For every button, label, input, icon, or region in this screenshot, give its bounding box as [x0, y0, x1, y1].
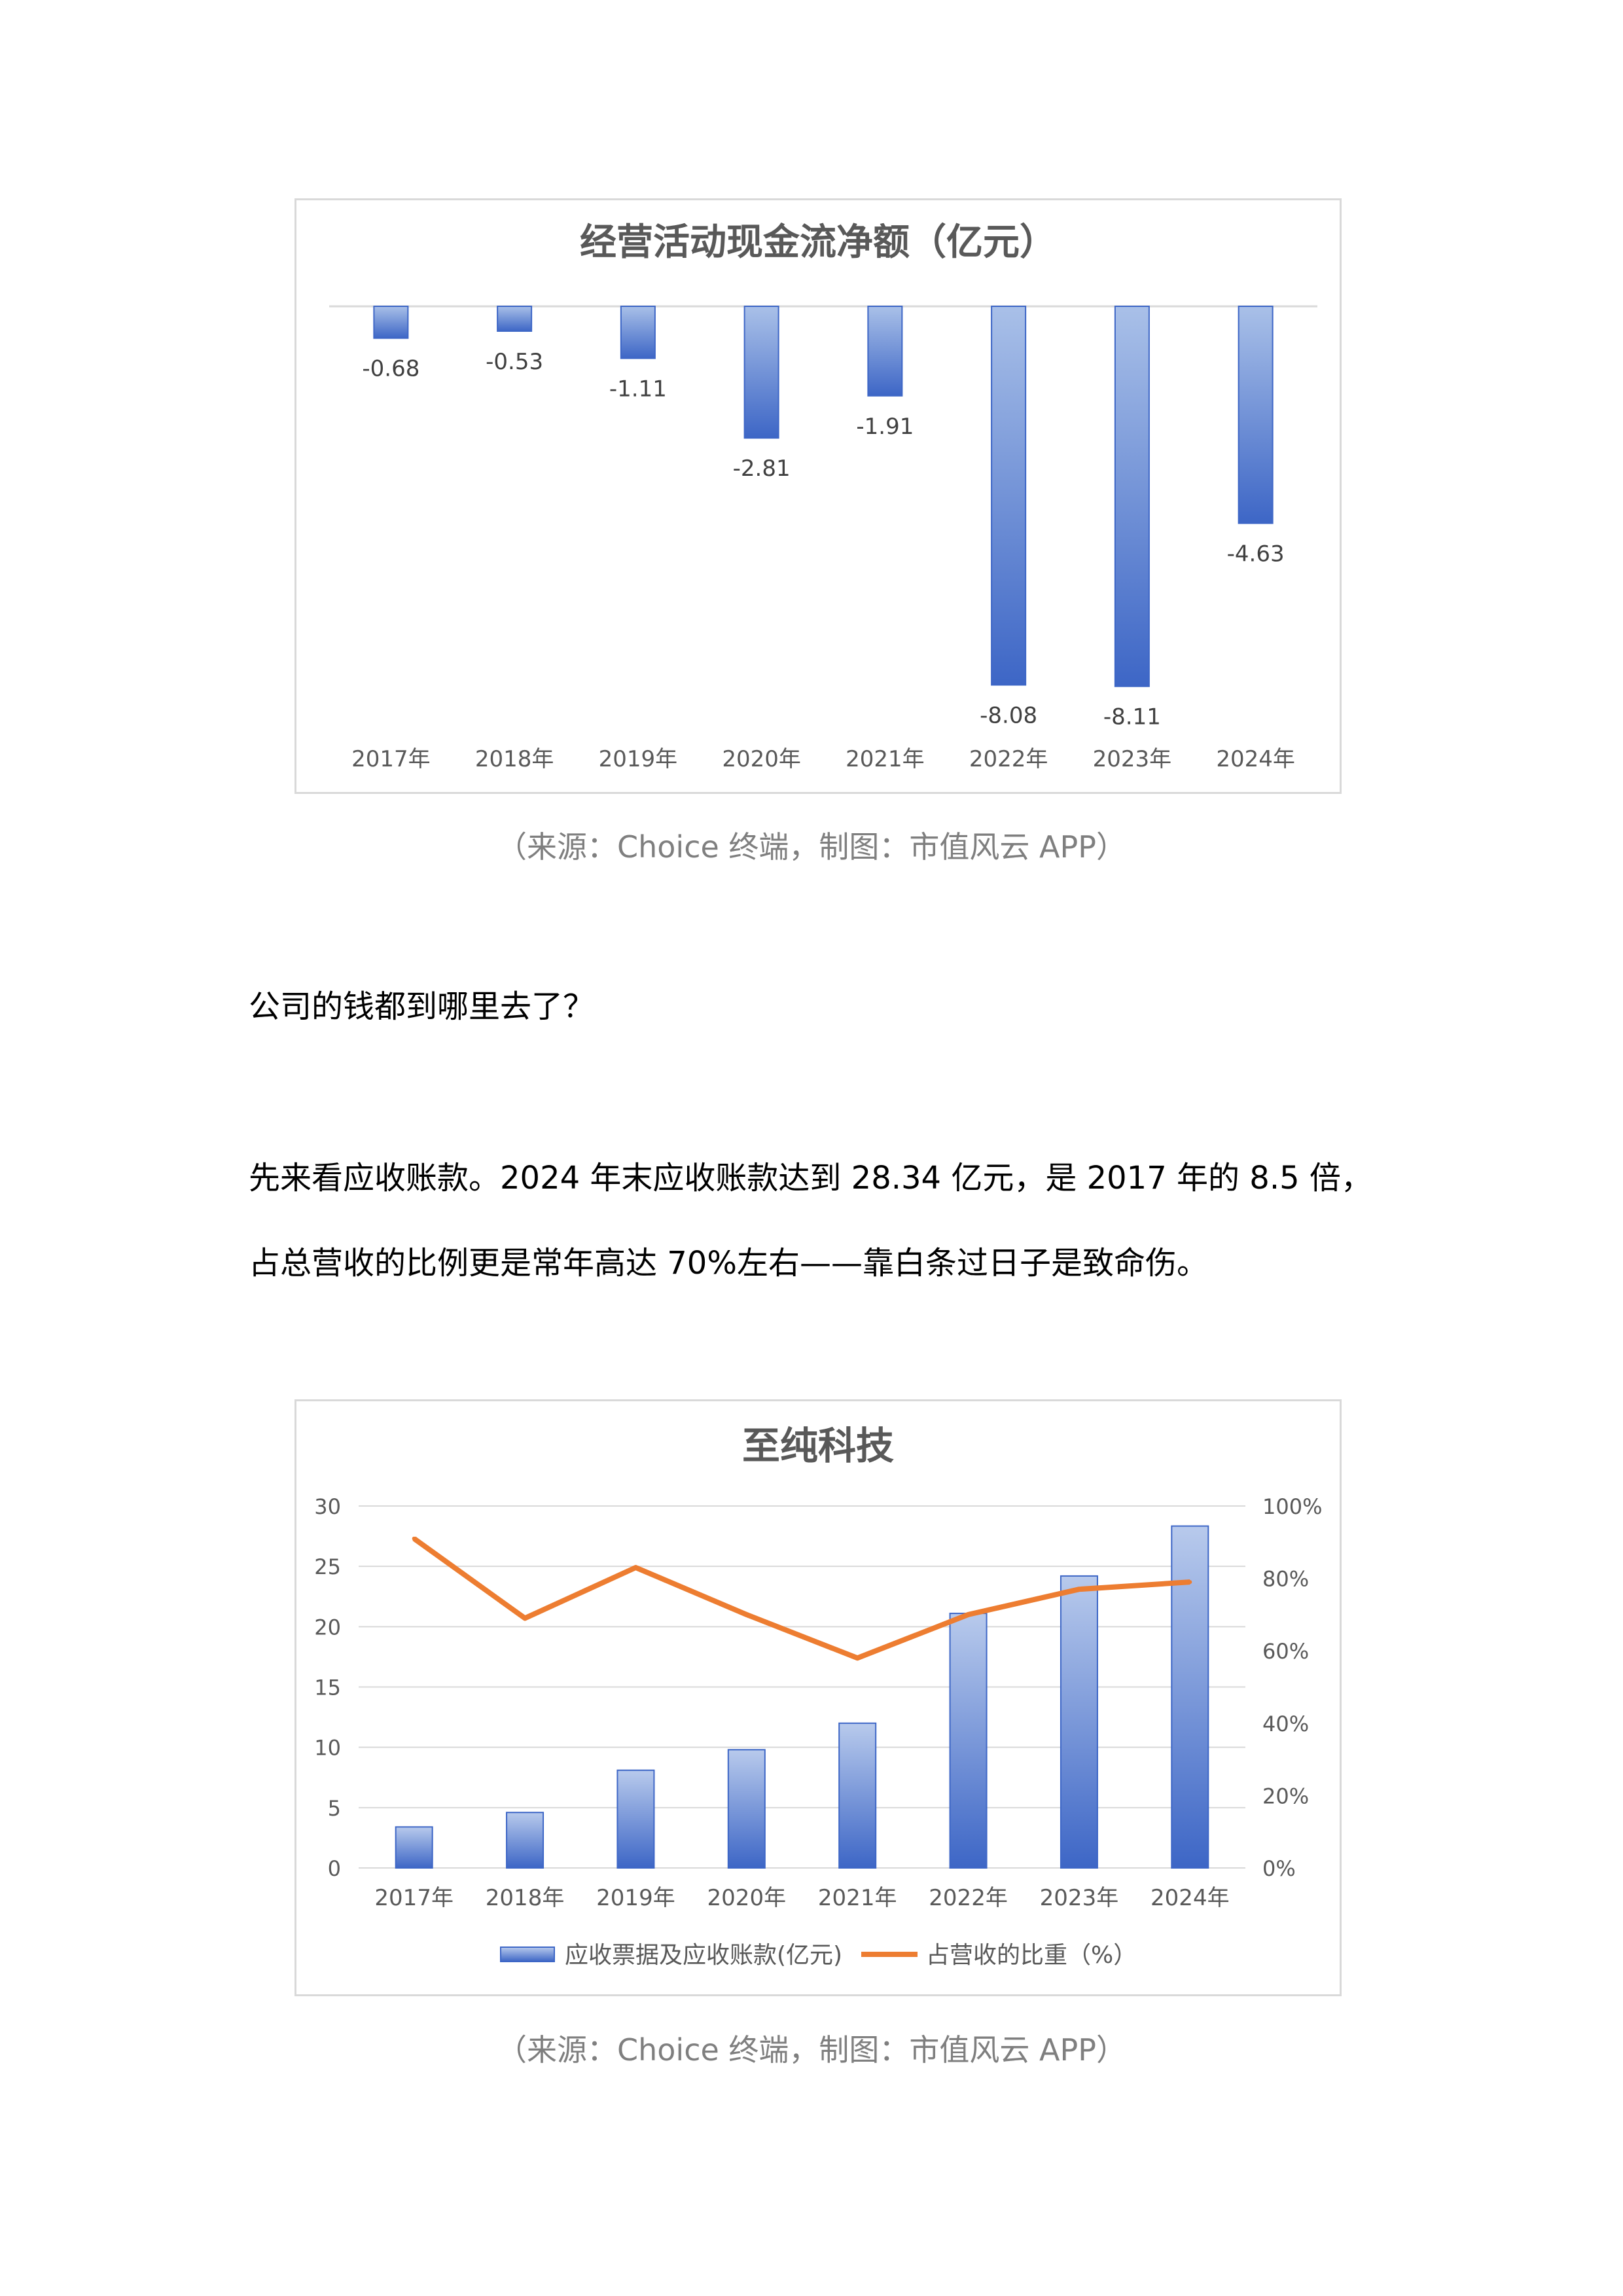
data-label-4: -1.91: [856, 414, 914, 440]
ratio-line: [412, 1536, 1190, 1661]
cashflow-chart-svg: 经营活动现金流净额（亿元） -0.68 -0.53 -1.11 -2.81 -1.91 -…: [329, 221, 1317, 772]
x-tick-label-6: 2023年: [1040, 1885, 1119, 1911]
data-label-0: -0.68: [362, 356, 419, 382]
line-point-2: [633, 1566, 638, 1570]
line-point-3: [744, 1612, 749, 1617]
x-tick-label-5: 2022年: [969, 746, 1048, 772]
line-point-6: [1077, 1587, 1081, 1592]
data-label-1: -0.53: [486, 349, 543, 375]
legend-line-label: 占营收的比重（%）: [926, 1942, 1137, 1969]
cashflow-chart: 经营活动现金流净额（亿元） -0.68 -0.53 -1.11 -2.81 -1.91 -…: [294, 198, 1342, 794]
bar-3: [727, 1749, 766, 1869]
x-tick-label-1: 2018年: [486, 1885, 565, 1911]
x-tick-label-2: 2019年: [596, 1885, 675, 1911]
line-point-5: [966, 1612, 971, 1617]
x-tick-label-4: 2021年: [846, 746, 925, 772]
x-tick-label-2: 2019年: [599, 746, 678, 772]
x-tick-label-3: 2020年: [707, 1885, 787, 1911]
bar-0: [373, 306, 409, 339]
receivables-chart: 至纯科技 0 5 10 15 20 25 30 0% 20% 40% 60% 80% 100% 201…: [294, 1399, 1342, 1996]
y-right-tick-1: 20%: [1262, 1784, 1309, 1808]
bar-7: [1238, 306, 1274, 524]
line-point-0: [412, 1536, 416, 1541]
bar-2: [620, 306, 656, 359]
paragraph-line-2: 占总营收的比例更是常年高达 70%左右——靠白条过日子是致命伤。: [249, 1245, 1208, 1282]
paragraph-line-1: 先来看应收账款。2024 年末应收账款达到 28.34 亿元，是 2017 年的…: [249, 1160, 1372, 1196]
bar-4: [838, 1722, 877, 1869]
data-label-5: -8.08: [980, 703, 1037, 729]
bar-3: [743, 306, 779, 439]
bar-2: [616, 1769, 655, 1869]
x-tick-label-0: 2017年: [351, 746, 431, 772]
x-tick-label-7: 2024年: [1150, 1885, 1230, 1911]
x-tick-label-6: 2023年: [1093, 746, 1172, 772]
y-right-tick-5: 100%: [1262, 1494, 1322, 1519]
bar-0: [395, 1826, 433, 1869]
chart-legend: 应收票据及应收账款(亿元) 占营收的比重（%）: [500, 1942, 1137, 1969]
line-point-1: [523, 1616, 527, 1621]
bar-6: [1114, 306, 1150, 687]
x-tick-label-1: 2018年: [475, 746, 554, 772]
receivables-chart-svg: 至纯科技 0 5 10 15 20 25 30 0% 20% 40% 60% 80% 100% 201…: [314, 1424, 1322, 1969]
data-label-7: -4.63: [1227, 541, 1285, 567]
y-left-tick-5: 25: [314, 1554, 341, 1579]
legend-bar-label: 应收票据及应收账款(亿元): [565, 1942, 842, 1969]
x-tick-label-5: 2022年: [929, 1885, 1008, 1911]
chart-title: 至纯科技: [742, 1424, 894, 1468]
x-tick-label-3: 2020年: [722, 746, 801, 772]
y-right-tick-2: 40%: [1262, 1712, 1309, 1736]
data-label-3: -2.81: [733, 456, 791, 482]
bar-6: [1060, 1575, 1098, 1869]
bar-1: [497, 306, 533, 332]
data-label-6: -8.11: [1103, 704, 1161, 730]
source-caption-1: （来源：Choice 终端，制图：市值风云 APP）: [497, 829, 1126, 865]
legend-bar-swatch: [500, 1946, 555, 1962]
y-left-tick-3: 15: [314, 1676, 341, 1700]
bar-5: [949, 1613, 988, 1869]
bar-5: [991, 306, 1027, 686]
chart-title: 经营活动现金流净额（亿元）: [580, 221, 1056, 264]
x-tick-label-7: 2024年: [1216, 746, 1295, 772]
x-tick-label-4: 2021年: [818, 1885, 897, 1911]
y-right-tick-0: 0%: [1262, 1856, 1296, 1881]
line-point-7: [1188, 1580, 1192, 1585]
y-right-tick-4: 80%: [1262, 1567, 1309, 1592]
y-left-tick-4: 20: [314, 1615, 341, 1640]
y-left-tick-1: 5: [328, 1796, 341, 1821]
bar-7: [1171, 1525, 1209, 1869]
y-left-tick-0: 0: [328, 1856, 341, 1881]
x-tick-label-0: 2017年: [374, 1885, 454, 1911]
y-left-tick-6: 30: [314, 1494, 341, 1519]
line-point-4: [855, 1656, 860, 1660]
source-caption-2: （来源：Choice 终端，制图：市值风云 APP）: [497, 2032, 1126, 2068]
y-left-tick-2: 10: [314, 1736, 341, 1761]
data-label-2: -1.11: [609, 376, 667, 402]
y-right-tick-3: 60%: [1262, 1639, 1309, 1664]
bar-1: [506, 1812, 544, 1869]
bar-4: [867, 306, 903, 397]
question-paragraph: 公司的钱都到哪里去了？: [249, 988, 595, 1025]
